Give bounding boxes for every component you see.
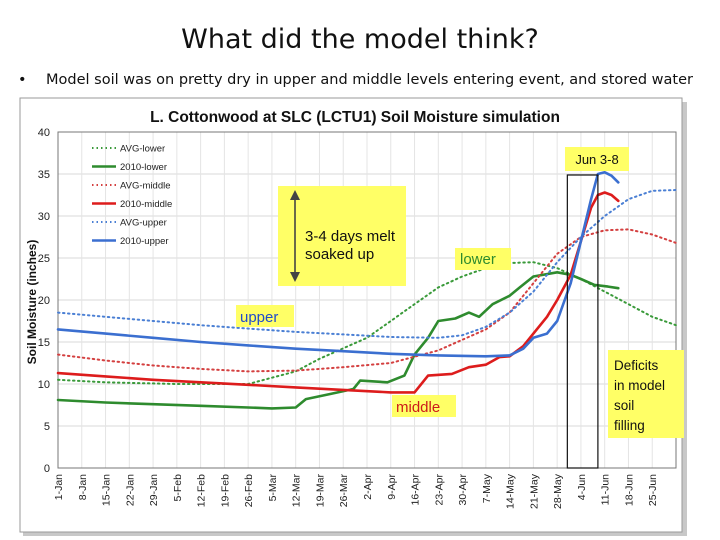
deficits-callout-box	[608, 350, 684, 438]
x-tick-label: 21-May	[528, 473, 540, 509]
legend-entry: 2010-upper	[120, 236, 169, 247]
chart-title: L. Cottonwood at SLC (LCTU1) Soil Moistu…	[150, 109, 560, 126]
x-tick-label: 28-May	[552, 473, 564, 509]
arrow-down-icon	[290, 272, 300, 282]
x-tick-label: 7-May	[481, 473, 493, 503]
upper-label: upper	[240, 309, 278, 326]
series-avg-upper-line	[57, 189, 677, 339]
y-axis-label: Soil Moisture (inches)	[25, 240, 39, 365]
middle-label-box	[392, 395, 456, 417]
y-tick-label: 0	[44, 463, 50, 475]
legend-entry: AVG-lower	[120, 144, 165, 155]
x-tick-label: 12-Mar	[291, 474, 303, 508]
x-tick-label: 23-Apr	[433, 473, 445, 505]
slide-title: What did the model think?	[181, 24, 539, 55]
x-tick-label: 8-Jan	[77, 474, 89, 500]
event-range-box	[566, 174, 599, 469]
x-tick-label: 12-Feb	[196, 474, 208, 507]
x-tick-label: 19-Feb	[219, 474, 231, 507]
deficits-callout-text: Deficits in model soil filling	[614, 358, 669, 433]
series-lines	[56, 171, 677, 410]
x-tick-label: 29-Jan	[148, 474, 160, 506]
date-range-callout	[565, 147, 629, 171]
y-tick-label: 5	[44, 421, 50, 433]
melt-callout-text: 3-4 days melt soaked up	[305, 228, 399, 263]
x-tick-label: 26-Feb	[243, 474, 255, 507]
x-tick-label: 5-Feb	[172, 474, 184, 502]
x-tick-label: 9-Apr	[386, 474, 398, 500]
x-tick-label: 11-Jun	[600, 474, 612, 505]
melt-callout-box	[278, 186, 406, 286]
y-tick-label: 35	[38, 169, 50, 181]
x-tick-label: 4-Jun	[576, 474, 588, 500]
bullet-text: Model soil was on pretty dry in upper an…	[46, 72, 693, 88]
lower-label-box	[455, 248, 511, 270]
y-tick-label: 40	[38, 127, 50, 139]
legend: AVG-lower 2010-lower AVG-middle 2010-middle…	[92, 144, 172, 247]
bullet-point: • Model soil was on pretty dry in upper a…	[18, 72, 718, 88]
legend-entry: 2010-middle	[120, 199, 172, 210]
x-tick-label: 5-Mar	[267, 473, 279, 501]
legend-entry: AVG-middle	[120, 181, 171, 192]
y-tick-label: 25	[38, 253, 50, 265]
series-2010-middle-line	[56, 191, 620, 394]
plot-area-border	[57, 131, 677, 469]
arrow-up-icon	[290, 190, 300, 200]
series-2010-upper-line	[56, 171, 620, 358]
x-tick-label: 22-Jan	[124, 474, 136, 506]
bullet-marker: •	[18, 72, 27, 88]
date-range-label: Jun 3-8	[575, 152, 618, 167]
y-tick-label: 30	[38, 211, 50, 223]
x-tick-label: 18-Jun	[623, 474, 635, 506]
x-tick-label: 26-Mar	[338, 474, 350, 508]
legend-entry: 2010-lower	[120, 162, 167, 173]
x-tick-label: 19-Mar	[314, 474, 326, 508]
y-tick-label: 15	[38, 337, 50, 349]
x-tick-label: 2-Apr	[362, 474, 374, 500]
x-tick-label: 25-Jun	[647, 474, 659, 506]
x-tick-label: 15-Jan	[101, 474, 113, 506]
x-tick-labels: 1-Jan 8-Jan 15-Jan 22-Jan 29-Jan 5-Feb 12-Feb 1…	[53, 473, 659, 509]
x-tick-label: 16-Apr	[410, 473, 422, 505]
x-tick-label: 14-May	[505, 473, 517, 509]
y-tick-label: 20	[38, 295, 50, 307]
x-tick-label: 30-Apr	[457, 473, 469, 505]
y-tick-labels: 0 5 10 15 20 25 30 35 40	[38, 127, 50, 475]
x-tick-label: 1-Jan	[53, 474, 65, 500]
lower-label: lower	[460, 251, 496, 268]
upper-label-box	[236, 305, 294, 327]
middle-label: middle	[396, 399, 440, 416]
y-tick-label: 10	[38, 379, 50, 391]
series-avg-middle-line	[57, 228, 677, 373]
legend-entry: AVG-upper	[120, 218, 167, 229]
